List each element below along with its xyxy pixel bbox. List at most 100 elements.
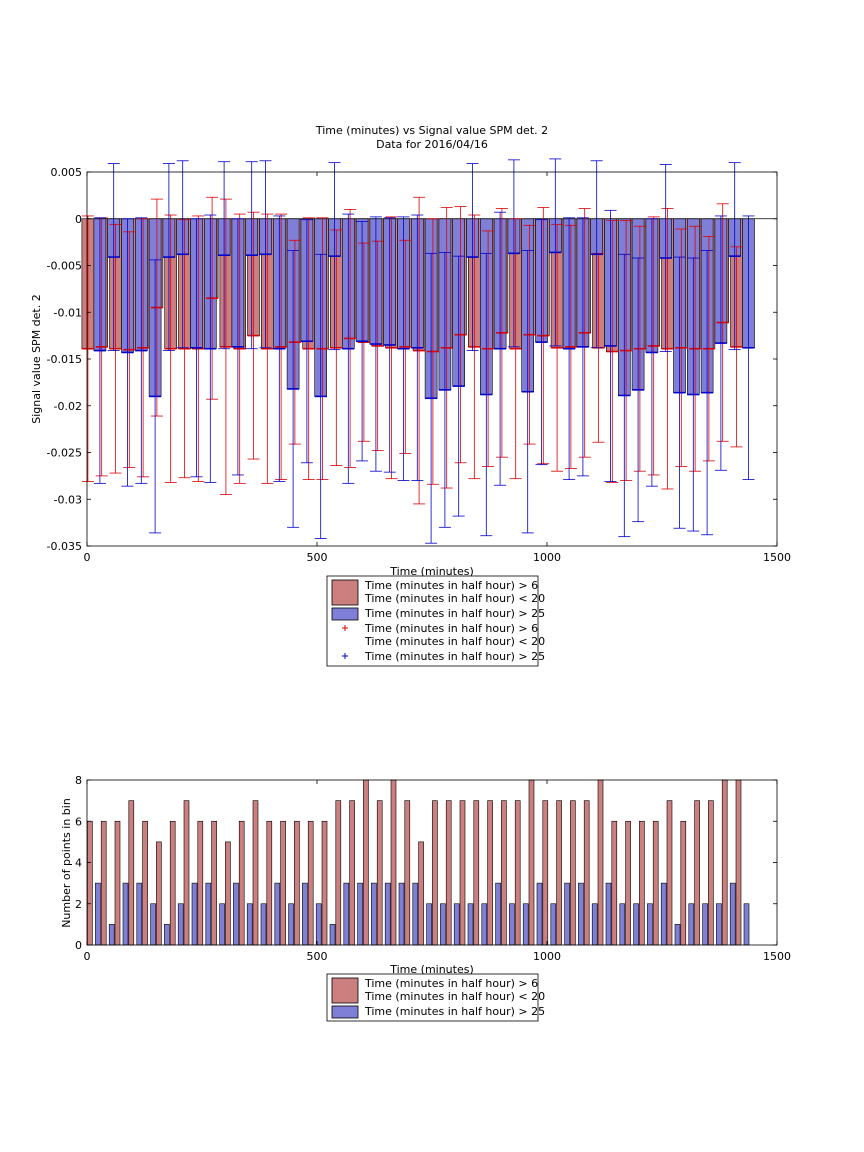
chart2-bar: [412, 882, 419, 946]
chart1-ytick-label: -0.02: [54, 400, 82, 413]
chart2-bar: [708, 800, 714, 946]
chart2-bar: [625, 820, 631, 946]
chart2-xtick-label: 1000: [533, 950, 561, 963]
chart2-bar: [432, 800, 438, 946]
chart2-bar: [536, 882, 543, 946]
chart2-bar: [514, 800, 521, 946]
chart1-ytick-label: -0.035: [47, 540, 82, 553]
chart2-ylabel: Number of points in bin: [60, 798, 73, 928]
chart2-bar: [288, 903, 294, 946]
chart2-bar: [674, 924, 681, 946]
chart2-bar: [156, 841, 162, 946]
chart2-bar: [453, 903, 460, 946]
chart2-bar: [371, 882, 377, 946]
chart2-bar: [550, 903, 557, 946]
chart1-xtick-label: 1500: [763, 551, 791, 564]
chart2-legend-swatch: [331, 1005, 359, 1019]
chart1-ytick-label: 0: [75, 213, 82, 226]
chart2-bar: [294, 820, 300, 946]
chart2-bar: [735, 779, 742, 946]
chart1-legend-label: Time (minutes in half hour) > 6: [364, 622, 538, 635]
chart2-bar: [219, 903, 225, 946]
chart2-bar: [128, 800, 135, 946]
chart2-bar: [87, 820, 93, 946]
chart1-ytick-label: -0.025: [47, 447, 82, 460]
chart2-legend-label: Time (minutes in half hour) > 25: [364, 1005, 545, 1018]
chart2-bar: [335, 800, 342, 946]
chart2-bar: [605, 882, 612, 946]
chart2-bar: [343, 882, 350, 946]
chart2-bar: [578, 882, 584, 946]
chart2-bar: [688, 903, 695, 946]
chart2-bar: [363, 779, 369, 946]
chart2-ytick-label: 4: [75, 857, 82, 870]
chart1-ytick-label: 0.005: [51, 166, 83, 179]
chart2-bar: [666, 800, 673, 946]
chart2-bar: [384, 882, 391, 946]
chart2-bar: [233, 882, 239, 946]
chart1-ytick-label: -0.03: [54, 493, 82, 506]
chart2-bar: [487, 800, 493, 946]
chart2-bar: [177, 903, 184, 946]
chart2-bar: [660, 882, 667, 946]
chart2-bar: [528, 779, 535, 946]
chart2-ytick-label: 8: [75, 774, 82, 787]
chart2-bar: [570, 800, 576, 946]
chart2-bar: [349, 800, 355, 946]
chart2-bar: [583, 800, 590, 946]
chart1-ytick-label: -0.015: [47, 353, 82, 366]
chart2-bar: [100, 820, 107, 946]
chart2-bar: [542, 800, 549, 946]
chart2-bar: [252, 800, 259, 946]
chart1-ylabel: Signal value SPM det. 2: [30, 294, 43, 424]
chart2-bar: [302, 882, 308, 946]
chart2-bar: [225, 841, 231, 946]
chart2-bar: [522, 903, 529, 946]
chart1-plot: 0 500 1000 1500 -0.035 -0.03 -0.025 -0.02 -0.015…: [47, 158, 791, 564]
chart2-bar: [591, 903, 598, 946]
chart2-bar: [321, 820, 328, 946]
chart2-bar: [633, 903, 639, 946]
chart1-ytick-label: -0.005: [47, 260, 82, 273]
chart2-ytick-label: 0: [75, 939, 82, 952]
chart2-bar: [481, 903, 488, 946]
chart2-bar: [122, 882, 129, 946]
chart2-bar: [467, 903, 474, 946]
chart1-xtick-label: 500: [307, 551, 328, 564]
chart2-plot: 0 500 1000 1500 0 2 4 6 8: [75, 774, 791, 963]
chart2-bar: [238, 820, 245, 946]
chart2-bar: [680, 820, 687, 946]
chart2-bar: [114, 820, 121, 946]
chart2-bar: [205, 882, 212, 946]
chart2-bar: [611, 820, 618, 946]
chart2-legend-swatch: [331, 977, 359, 1004]
chart1-subtitle: Data for 2016/04/16: [376, 138, 488, 151]
chart1-legend-label: Time (minutes in half hour) > 6: [364, 579, 538, 592]
chart2-legend-box: [326, 973, 539, 1022]
chart2-bar: [440, 903, 446, 946]
chart2-bar: [307, 820, 314, 946]
chart2-bar: [556, 800, 562, 946]
chart1-title: Time (minutes) vs Signal value SPM det. …: [315, 124, 548, 137]
chart2-bar: [716, 903, 722, 946]
chart2-legend-label: Time (minutes in half hour) < 20: [364, 990, 545, 1003]
chart2-background: [87, 780, 777, 945]
chart1-legend-swatch: [331, 607, 359, 621]
chart2-bar: [418, 841, 424, 946]
chart2-bar: [274, 882, 281, 946]
chart1-xlabel: Time (minutes): [389, 565, 474, 578]
chart2-xlabel: Time (minutes): [389, 963, 474, 976]
chart1-legend-label: Time (minutes in half hour) > 25: [364, 650, 545, 663]
chart2-bar: [136, 882, 143, 946]
chart2-ytick-label: 2: [75, 898, 82, 911]
chart1-legend-label: Time (minutes in half hour) < 20: [364, 592, 545, 605]
chart2-bar: [260, 903, 267, 946]
chart2-bar: [647, 903, 653, 946]
chart1-legend-swatch: [331, 579, 359, 606]
chart2-legend-label: Time (minutes in half hour) > 6: [364, 977, 538, 990]
chart2-bar: [729, 882, 736, 946]
chart2-bar: [142, 820, 148, 946]
chart2-bar: [501, 800, 507, 946]
